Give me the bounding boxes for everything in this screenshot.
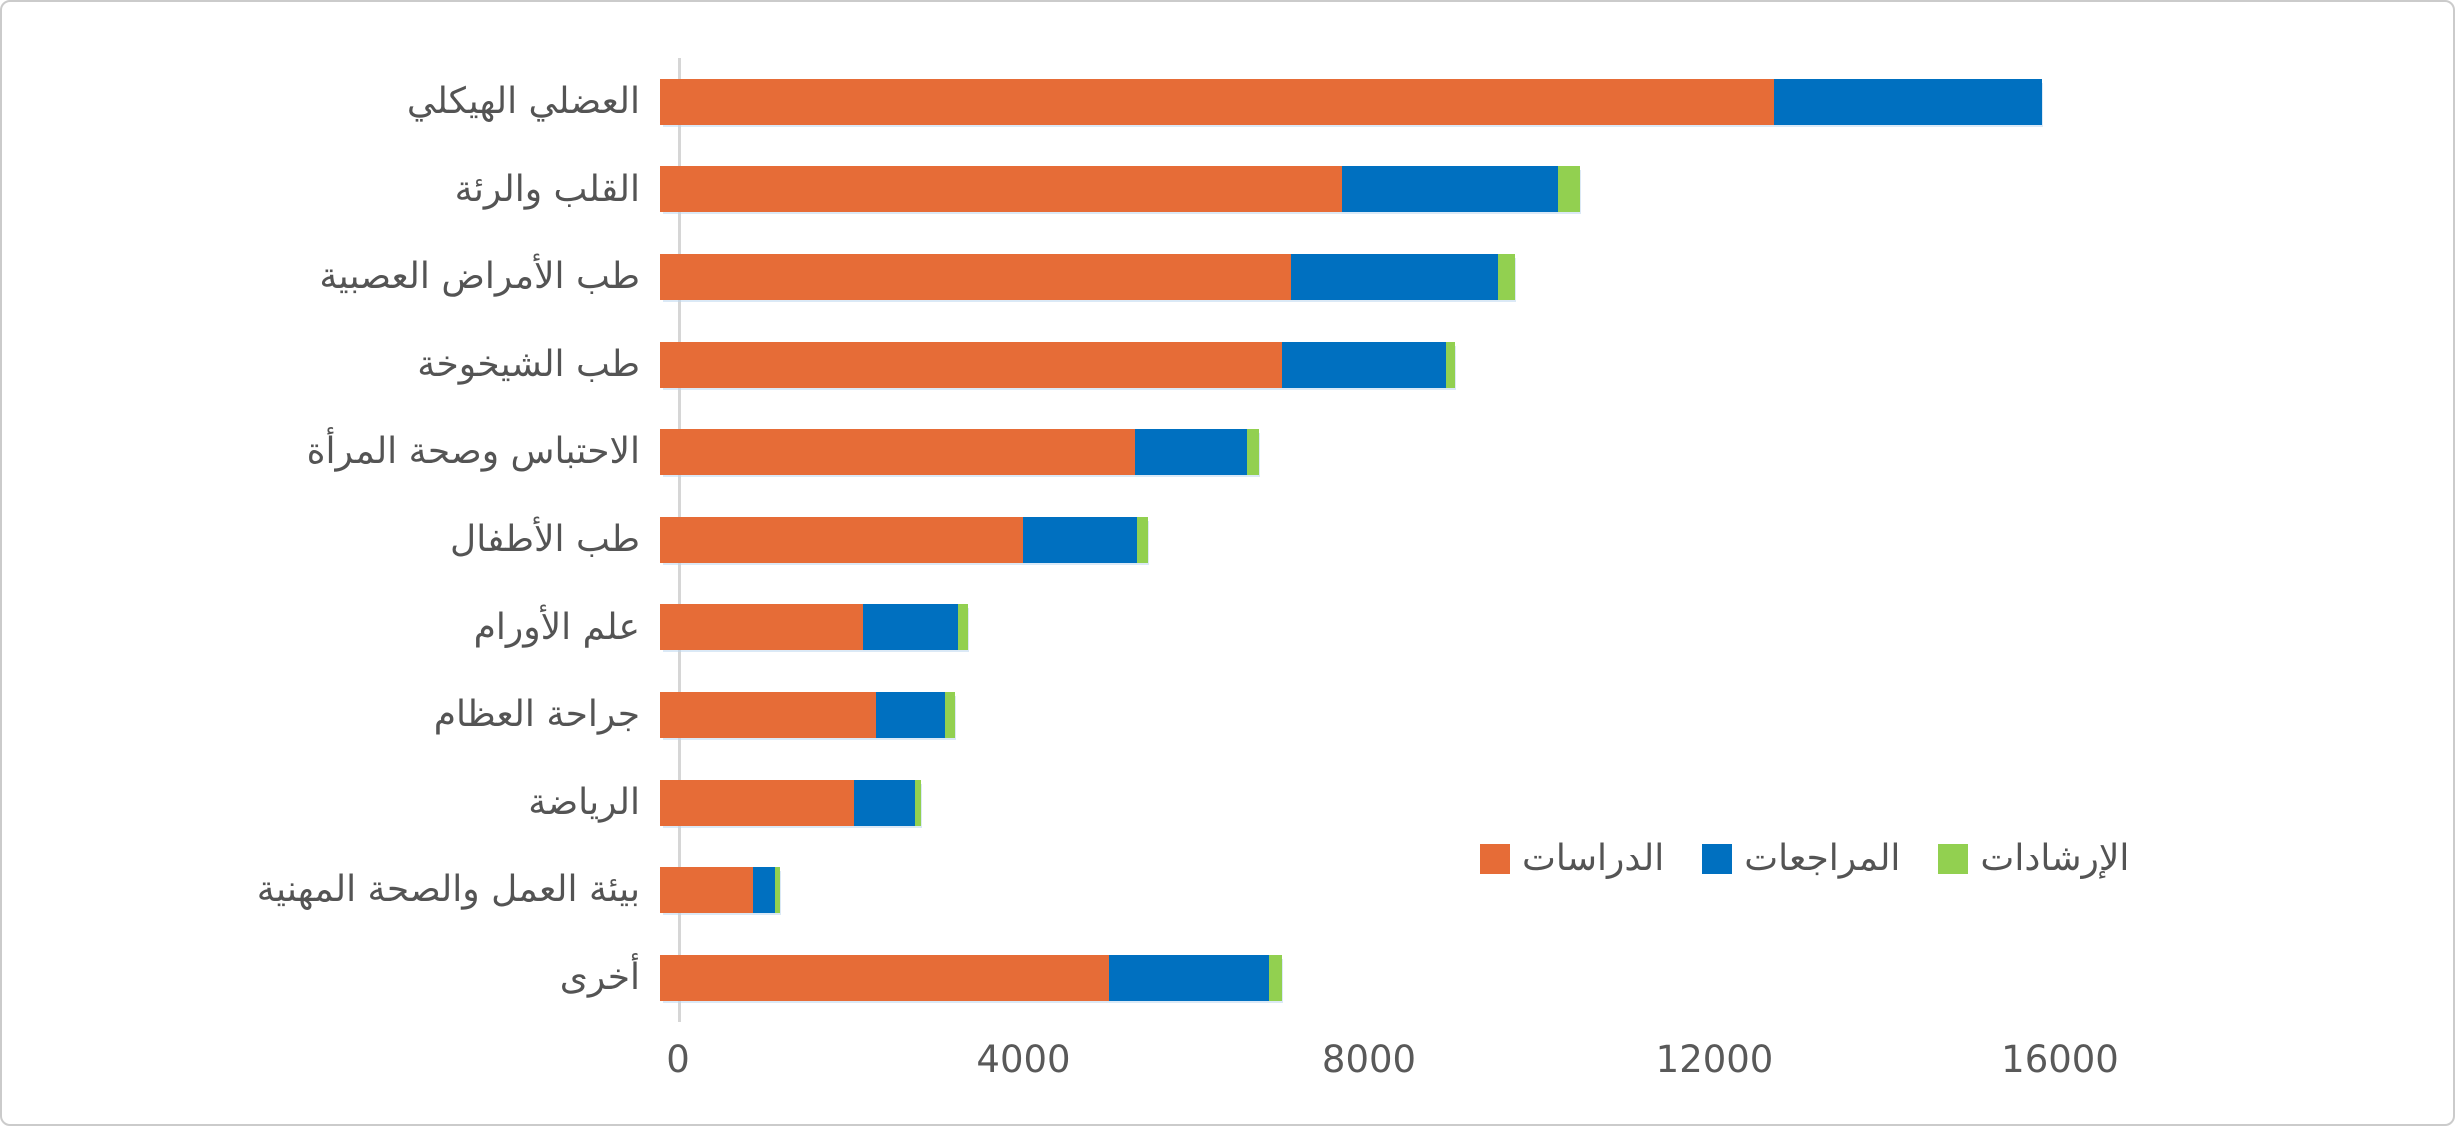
bar-segment-studies [660, 867, 754, 914]
plot-area: العضلي الهيكلي القلب والرئة طب الأمراض الع… [2, 58, 2453, 1022]
bar-segment-studies [660, 429, 1136, 476]
bar-segment-studies [660, 253, 1291, 300]
legend-item: الإرشادات [1938, 838, 2129, 879]
bar-stack [660, 779, 921, 826]
category-label: علم الأورام [473, 606, 640, 648]
bar-segment-studies [660, 516, 1023, 563]
legend-swatch-icon [1480, 843, 1510, 874]
category-label: أخرى [559, 956, 640, 998]
bar-track [660, 671, 2453, 759]
bar-segment-guidelines [914, 779, 921, 826]
bar-segment-reviews [1109, 954, 1269, 1001]
category-label: العضلي الهيكلي [406, 81, 640, 122]
bar-segment-studies [660, 779, 855, 826]
category-label: الرياضة [528, 781, 640, 823]
bar-segment-studies [660, 341, 1282, 388]
legend-swatch-icon [1702, 843, 1733, 874]
bar-stack [660, 604, 969, 651]
x-axis-tick-label: 0 [666, 1038, 690, 1081]
bar-stack [660, 691, 956, 738]
bar-segment-studies [660, 691, 876, 738]
bar-segment-guidelines [1558, 166, 1580, 213]
legend: الدراسات المراجعات الإرشادات [1480, 838, 2129, 879]
bar-segment-guidelines [945, 691, 956, 738]
bar-segment-studies [660, 166, 1343, 213]
bar-stack [660, 516, 1148, 563]
category-label: القلب والرئة [454, 168, 640, 210]
legend-swatch-icon [1938, 843, 1969, 874]
bar-track [660, 759, 2453, 847]
chart-row: أخرى [2, 934, 2453, 1022]
bar-segment-studies [660, 604, 863, 651]
chart-row: الرياضة [2, 759, 2453, 847]
category-label: جراحة العظام [433, 694, 640, 736]
category-label: طب الأمراض العصبية [319, 256, 640, 298]
legend-label: المراجعات [1744, 838, 1901, 879]
bar-track [660, 584, 2453, 672]
bar-stack [660, 253, 1516, 300]
bar-segment-reviews [1135, 429, 1248, 476]
bar-stack [660, 954, 1282, 1001]
legend-item: الدراسات [1480, 838, 1664, 879]
bar-segment-guidelines [1136, 516, 1148, 563]
legend-label: الإرشادات [1980, 838, 2130, 879]
x-axis: 0 4000 8000 12000 16000 [2, 1038, 2453, 1088]
bar-segment-reviews [862, 604, 958, 651]
bar-track [660, 408, 2453, 496]
category-label: بيئة العمل والصحة المهنية [256, 869, 640, 911]
bar-segment-guidelines [957, 604, 969, 651]
bar-segment-guidelines [1268, 954, 1282, 1001]
category-label: الاحتباس وصحة المرأة [306, 431, 640, 473]
chart-row: طب الشيخوخة [2, 321, 2453, 409]
bar-segment-reviews [1281, 341, 1446, 388]
bar-segment-guidelines [1247, 429, 1259, 476]
bar-track [660, 233, 2453, 321]
x-axis-tick-label: 4000 [976, 1038, 1071, 1081]
bar-track [660, 846, 2453, 934]
chart-row: طب الأطفال [2, 496, 2453, 584]
chart-row: علم الأورام [2, 584, 2453, 672]
chart-row: العضلي الهيكلي [2, 58, 2453, 146]
bar-track [660, 321, 2453, 409]
bar-segment-reviews [1022, 516, 1137, 563]
bar-stack [660, 341, 1455, 388]
x-axis-tick-label: 8000 [1321, 1038, 1417, 1081]
bar-segment-reviews [1342, 166, 1559, 213]
bar-stack [660, 429, 1259, 476]
bar-stack [660, 78, 2042, 125]
bar-track [660, 934, 2453, 1022]
bar-segment-guidelines [774, 867, 781, 914]
chart-row: جراحة العظام [2, 671, 2453, 759]
bar-segment-guidelines [1497, 253, 1516, 300]
bar-segment-reviews [1290, 253, 1498, 300]
legend-label: الدراسات [1522, 838, 1665, 879]
category-label: طب الشيخوخة [417, 343, 640, 385]
bar-segment-guidelines [1446, 341, 1455, 388]
bar-segment-reviews [1774, 78, 2042, 125]
bar-track [660, 146, 2453, 234]
bar-segment-reviews [875, 691, 946, 738]
x-axis-tick-label: 12000 [1655, 1038, 1774, 1081]
chart-row: بيئة العمل والصحة المهنية [2, 846, 2453, 934]
bar-track [660, 58, 2453, 146]
legend-item: المراجعات [1702, 838, 1900, 879]
bar-segment-studies [660, 954, 1110, 1001]
bar-stack [660, 166, 1580, 213]
bar-track [660, 496, 2453, 584]
bar-stack [660, 867, 781, 914]
chart-row: القلب والرئة [2, 146, 2453, 234]
bar-segment-studies [660, 78, 1775, 125]
chart-row: الاحتباس وصحة المرأة [2, 408, 2453, 496]
x-axis-tick-label: 16000 [2001, 1038, 2119, 1081]
chart-row: طب الأمراض العصبية [2, 233, 2453, 321]
bar-segment-reviews [753, 867, 775, 914]
bar-segment-reviews [854, 779, 915, 826]
category-label: طب الأطفال [450, 518, 640, 560]
